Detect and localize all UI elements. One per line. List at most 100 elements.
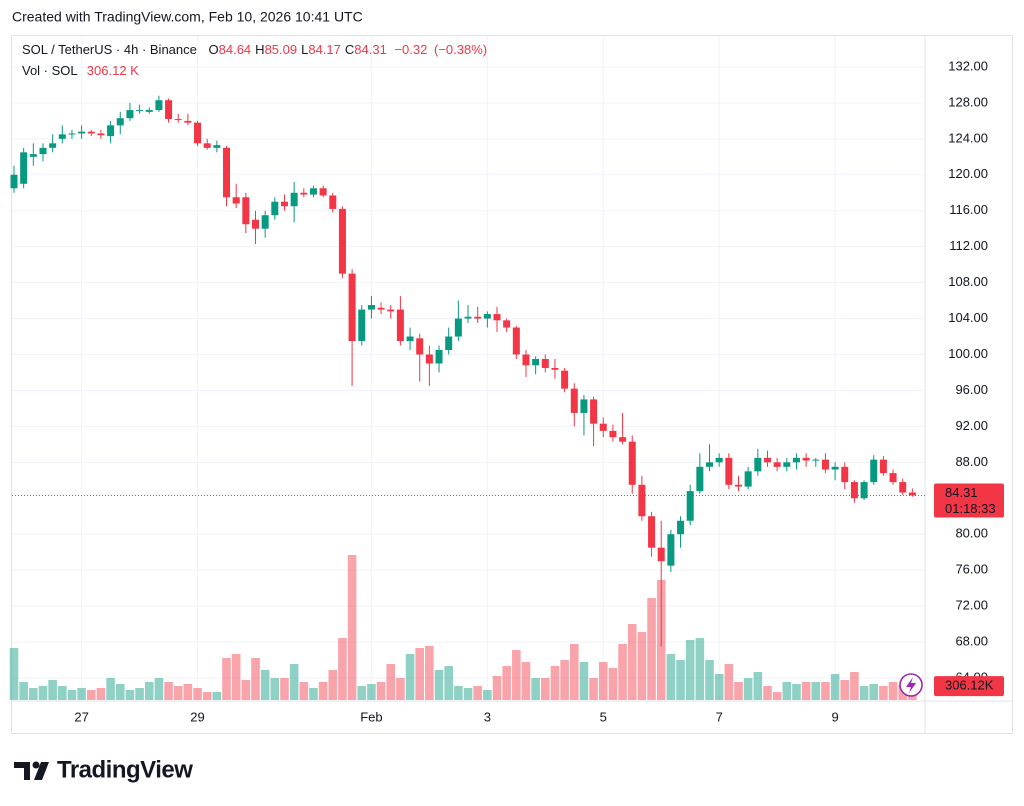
- volume-bar: [376, 682, 386, 700]
- volume-bar: [801, 682, 811, 700]
- candle-body: [850, 482, 858, 499]
- candle-body: [203, 143, 211, 148]
- plot: [9, 95, 925, 700]
- volume-bar: [154, 678, 164, 700]
- legend-main: SOL / TetherUS · 4h · Binance O84.64 H85.…: [22, 42, 487, 57]
- volume-bar: [454, 686, 463, 700]
- candle-body: [126, 110, 134, 119]
- volume-bar: [821, 682, 830, 700]
- brand-logo: [14, 761, 49, 780]
- x-tick-label: 27: [74, 709, 88, 724]
- volume-bar: [58, 686, 67, 700]
- candle-body: [744, 471, 752, 487]
- candle-body: [367, 305, 375, 310]
- volume-bar: [222, 658, 231, 700]
- volume-title: Vol · SOL: [22, 63, 77, 78]
- ohlc-value: 84.64: [219, 42, 252, 57]
- change: −0.32: [394, 42, 427, 57]
- ohlc-key: C: [345, 42, 354, 57]
- candle-body: [242, 197, 250, 225]
- candle-body: [821, 459, 829, 470]
- volume-bar: [434, 670, 444, 700]
- candle-body: [406, 336, 414, 342]
- volume-bar: [444, 666, 453, 700]
- volume-bar: [193, 688, 202, 700]
- candle-body: [763, 457, 771, 463]
- candle-body: [252, 219, 259, 229]
- candle-body: [628, 441, 636, 485]
- candle-body: [49, 143, 57, 148]
- volume-bar: [183, 684, 193, 700]
- volume-bar: [676, 660, 685, 700]
- candle-body: [792, 457, 800, 463]
- candle-body: [416, 338, 424, 355]
- volume-bar: [260, 670, 270, 700]
- candle-body: [10, 174, 18, 189]
- ohlc-key: L: [301, 42, 308, 57]
- candle-body: [725, 457, 733, 485]
- volume-bar: [840, 680, 850, 700]
- candle-body: [290, 192, 298, 207]
- volume-bar: [241, 680, 251, 700]
- countdown: 01:18:33: [945, 501, 996, 516]
- change-pct: (−0.38%): [434, 42, 487, 57]
- chart-frame: [11, 35, 1013, 734]
- volume-bar: [289, 664, 299, 700]
- y-tick-label: 108.00: [948, 274, 988, 289]
- candle-body: [831, 466, 839, 470]
- candle-body: [493, 314, 501, 321]
- volume-badge-label: 306.12K: [945, 678, 994, 693]
- volume-bar: [521, 662, 531, 700]
- candle-body: [773, 462, 781, 467]
- volume-bar: [473, 686, 482, 700]
- volume-bar: [830, 674, 840, 700]
- candle-body: [561, 370, 569, 389]
- candle-body: [715, 457, 723, 463]
- candle-body: [754, 457, 762, 472]
- y-tick-label: 80.00: [955, 526, 988, 541]
- candle-body: [532, 358, 540, 366]
- volume-bar: [531, 678, 540, 700]
- price-badge: [934, 483, 1004, 518]
- volume-bar: [9, 648, 19, 700]
- x-tick-label: 3: [484, 709, 491, 724]
- volume-bar: [338, 638, 347, 700]
- volume-bar: [550, 666, 560, 700]
- volume-bar: [579, 662, 589, 700]
- volume-bar: [502, 666, 511, 700]
- volume-bar: [763, 686, 772, 700]
- volume-bar: [251, 658, 260, 700]
- y-tick-label: 100.00: [948, 346, 988, 361]
- y-tick-label: 132.00: [948, 58, 988, 73]
- candle-body: [812, 459, 820, 461]
- x-tick-label: 9: [831, 709, 838, 724]
- candle-body: [570, 388, 578, 413]
- volume-bar: [627, 624, 637, 700]
- candle-body: [522, 354, 530, 366]
- volume-bar: [96, 688, 106, 700]
- volume-value: 306.12 K: [87, 63, 139, 78]
- volume-bar: [231, 654, 241, 700]
- volume-bar: [106, 678, 115, 700]
- price-badge-label: 84.31: [945, 485, 978, 500]
- candle-body: [319, 188, 327, 196]
- alert-icon[interactable]: [899, 673, 923, 697]
- volume-bar: [115, 684, 125, 700]
- y-tick-label: 104.00: [948, 310, 988, 325]
- candle-body: [706, 462, 714, 467]
- volume-bar: [888, 682, 898, 700]
- y-tick-label: 76.00: [955, 562, 988, 577]
- volume-bar: [647, 598, 656, 700]
- candle-body: [879, 459, 887, 474]
- volume-bar: [685, 640, 695, 700]
- volume-bar: [792, 684, 801, 700]
- y-tick-label: 116.00: [949, 202, 988, 217]
- y-tick-label: 68.00: [955, 633, 988, 648]
- candle-body: [454, 318, 462, 337]
- volume-bar: [483, 690, 492, 700]
- volume-bar: [618, 644, 627, 700]
- candle-body: [686, 491, 694, 521]
- candle-body: [338, 208, 346, 274]
- ohlc: O84.64 H85.09 L84.17 C84.31: [209, 42, 387, 57]
- candle-body: [474, 316, 482, 319]
